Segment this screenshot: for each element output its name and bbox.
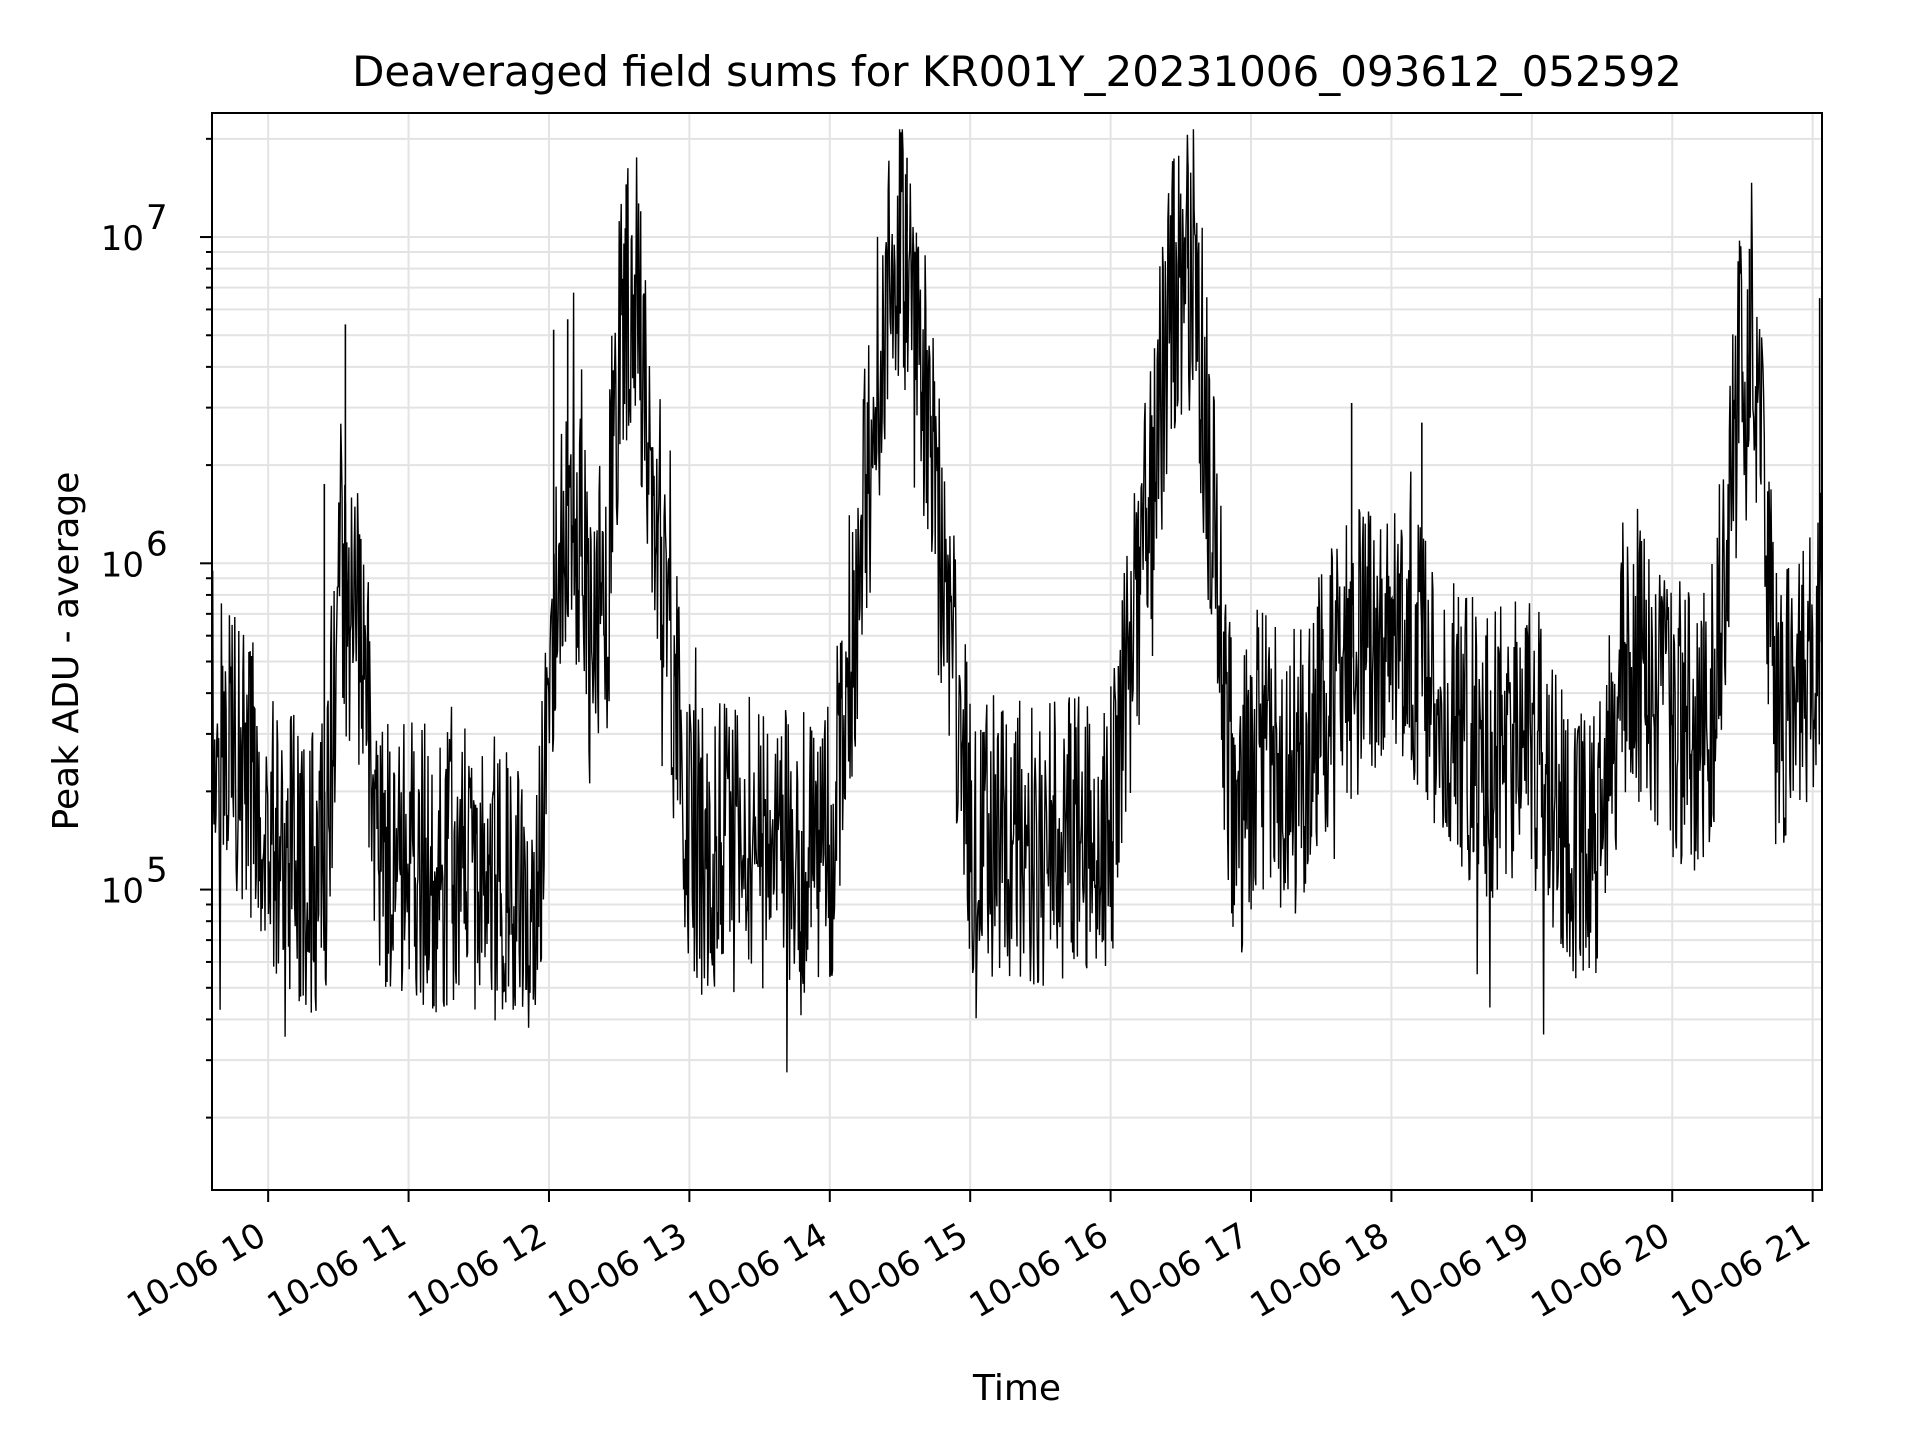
y-tick-exponent: 5	[146, 851, 168, 891]
plot-frame	[211, 112, 1823, 1191]
data-series	[211, 129, 1823, 1073]
y-tick-exponent: 6	[146, 524, 168, 564]
y-tick-label: 10	[101, 219, 144, 259]
y-tick-label: 10	[101, 545, 144, 585]
y-tick-label: 10	[101, 872, 144, 912]
series-line	[211, 129, 1823, 1073]
chart-title: Deaveraged field sums for KR001Y_2023100…	[352, 47, 1682, 96]
y-tick-exponent: 7	[146, 198, 168, 238]
x-axis-label: Time	[972, 1368, 1061, 1409]
y-axis-label: Peak ADU - average	[46, 472, 87, 831]
